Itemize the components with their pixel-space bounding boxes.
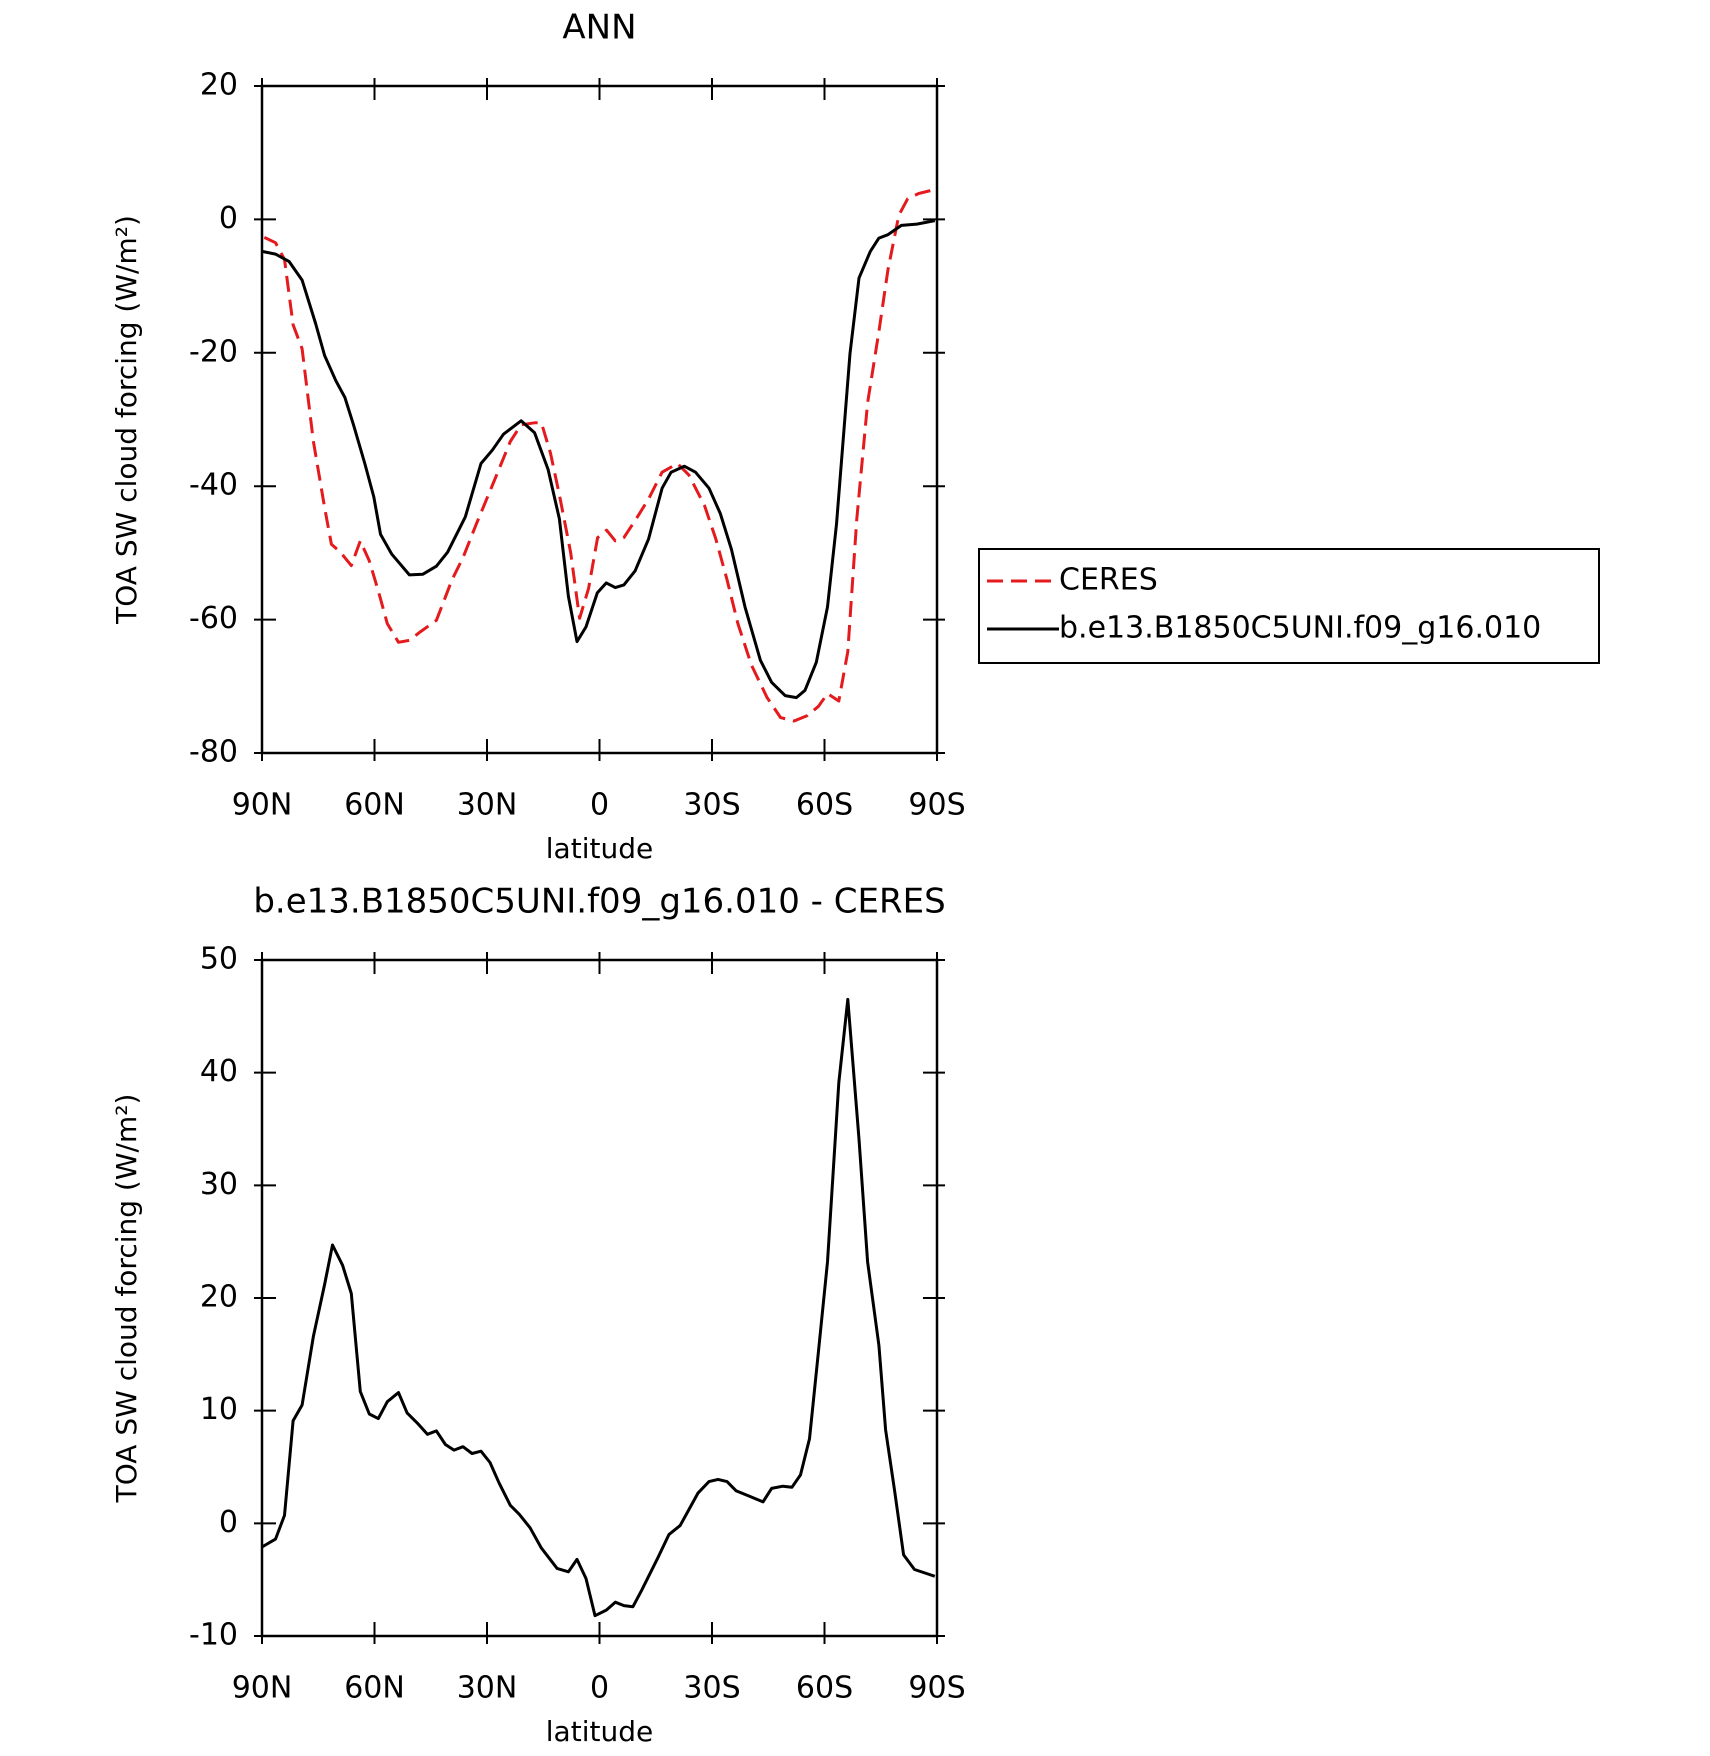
x-axis-label: latitude xyxy=(546,832,653,865)
plot-frame xyxy=(260,84,939,755)
x-tick-label: 30N xyxy=(457,1671,518,1706)
x-axis-label: latitude xyxy=(546,1715,653,1748)
y-tick-label: 0 xyxy=(219,1505,238,1540)
legend-box xyxy=(978,548,1600,664)
x-tick-label: 90S xyxy=(908,1671,965,1706)
y-tick-label: 40 xyxy=(200,1054,238,1089)
x-tick-label: 90N xyxy=(232,1671,293,1706)
y-axis-label: TOA SW cloud forcing (W/m²) xyxy=(110,215,143,625)
x-tick-label: 0 xyxy=(590,788,609,823)
y-tick-label: 20 xyxy=(200,68,238,103)
y-tick-label: -40 xyxy=(189,468,238,503)
x-tick-label: 30N xyxy=(457,788,518,823)
x-tick-label: 60N xyxy=(344,788,405,823)
y-tick-label: 0 xyxy=(219,201,238,236)
x-tick-label: 60S xyxy=(796,788,853,823)
chart-title: ANN xyxy=(562,8,636,48)
y-tick-label: 50 xyxy=(200,942,238,977)
chart-title: b.e13.B1850C5UNI.f09_g16.010 - CERES xyxy=(253,882,945,922)
data-line xyxy=(261,219,936,700)
data-line xyxy=(261,997,936,1618)
y-tick-label: -20 xyxy=(189,334,238,369)
y-axis-label: TOA SW cloud forcing (W/m²) xyxy=(110,1094,143,1504)
y-tick-label: -10 xyxy=(189,1618,238,1653)
x-tick-label: 60N xyxy=(344,1671,405,1706)
data-line xyxy=(263,188,933,723)
x-tick-label: 0 xyxy=(590,1671,609,1706)
y-tick-label: -60 xyxy=(189,601,238,636)
x-tick-label: 30S xyxy=(683,788,740,823)
legend-label: b.e13.B1850C5UNI.f09_g16.010 xyxy=(1059,611,1541,646)
x-tick-label: 30S xyxy=(683,1671,740,1706)
y-tick-label: 10 xyxy=(200,1392,238,1427)
x-tick-label: 90N xyxy=(232,788,293,823)
legend-label: CERES xyxy=(1059,563,1158,598)
y-tick-label: 30 xyxy=(200,1167,238,1202)
y-tick-label: -80 xyxy=(189,735,238,770)
y-tick-label: 20 xyxy=(200,1280,238,1315)
legend: CERES b.e13.B1850C5UNI.f09_g16.010 xyxy=(978,548,1600,664)
plot-frame xyxy=(260,958,939,1638)
x-tick-label: 90S xyxy=(908,788,965,823)
x-tick-label: 60S xyxy=(796,1671,853,1706)
